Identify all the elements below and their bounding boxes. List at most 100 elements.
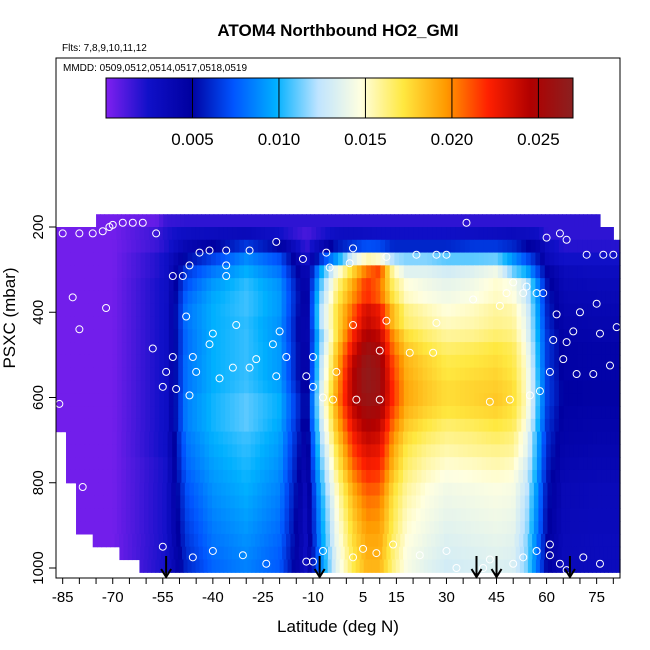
heatmap-cell — [227, 559, 233, 573]
heatmap-cell — [544, 342, 551, 356]
observation-point — [322, 248, 331, 257]
heatmap-cell — [413, 354, 419, 369]
heatmap-cell — [70, 342, 76, 356]
heatmap-cell — [430, 431, 436, 445]
heatmap-cell — [173, 278, 179, 292]
heatmap-cell — [333, 265, 339, 279]
heatmap-cell — [582, 329, 588, 343]
heatmap-cell — [232, 227, 238, 241]
heatmap-cell — [206, 303, 212, 318]
heatmap-cell — [107, 393, 113, 407]
heatmap-cell — [327, 214, 332, 228]
observation-point — [522, 282, 531, 291]
heatmap-cell — [582, 367, 588, 382]
heatmap-cell — [587, 239, 593, 254]
heatmap-cell — [419, 559, 425, 573]
heatmap-cell — [577, 252, 583, 266]
heatmap-cell — [298, 508, 304, 522]
heatmap-cell — [178, 265, 184, 279]
heatmap-cell — [562, 227, 568, 241]
heatmap-cell — [201, 316, 207, 330]
heatmap-cell — [239, 521, 245, 535]
heatmap-cell — [403, 444, 409, 458]
heatmap-cell — [157, 482, 163, 497]
heatmap-cell — [544, 329, 551, 343]
heatmap-cell — [255, 469, 261, 484]
heatmap-cell — [530, 393, 536, 407]
heatmap-cell — [356, 469, 363, 484]
observation-point — [412, 250, 421, 259]
heatmap-cell — [516, 239, 522, 254]
heatmap-cell — [248, 495, 254, 509]
heatmap-cell — [446, 406, 452, 420]
heatmap-cell — [171, 508, 177, 522]
heatmap-cell — [107, 278, 113, 292]
heatmap-cell — [215, 354, 222, 369]
observation-point — [382, 316, 391, 325]
heatmap-cell — [56, 290, 62, 305]
heatmap-cell — [546, 457, 552, 471]
heatmap-cell — [403, 252, 410, 266]
heatmap-cell — [204, 469, 210, 484]
observation-point — [502, 289, 511, 298]
heatmap-cell — [549, 329, 555, 343]
heatmap-cell — [503, 214, 509, 228]
heatmap-cell — [356, 457, 363, 471]
heatmap-cell — [60, 316, 66, 330]
observation-point — [118, 218, 127, 227]
heatmap-cell — [116, 508, 122, 522]
heatmap-cell — [457, 546, 463, 561]
heatmap-cell — [583, 482, 589, 497]
heatmap-cell — [361, 329, 367, 343]
heatmap-cell — [150, 342, 156, 356]
heatmap-cell — [295, 418, 301, 433]
heatmap-cell — [493, 393, 499, 407]
heatmap-cell — [456, 495, 462, 509]
heatmap-cell — [546, 444, 552, 458]
heatmap-cell — [611, 559, 617, 573]
heatmap-cell — [411, 508, 417, 522]
heatmap-cell — [126, 457, 132, 471]
heatmap-cell — [248, 303, 254, 318]
heatmap-cell — [334, 482, 340, 497]
heatmap-cell — [516, 342, 522, 356]
heatmap-cell — [291, 418, 297, 433]
heatmap-cell — [483, 316, 489, 330]
heatmap-cell — [239, 559, 245, 573]
heatmap-cell — [74, 303, 81, 318]
heatmap-cell — [324, 444, 330, 458]
heatmap-cell — [353, 227, 359, 241]
heatmap-cell — [436, 380, 442, 394]
heatmap-cell — [436, 393, 442, 407]
heatmap-cell — [114, 533, 120, 548]
heatmap-cell — [181, 546, 187, 561]
heatmap-cell — [112, 367, 118, 382]
heatmap-cell — [305, 329, 311, 343]
heatmap-cell — [269, 457, 275, 471]
heatmap-cell — [273, 457, 279, 471]
heatmap-cell — [592, 444, 598, 458]
heatmap-cell — [441, 278, 447, 292]
heatmap-cell — [455, 367, 461, 382]
heatmap-cell — [154, 278, 160, 292]
heatmap-cell — [250, 469, 256, 484]
heatmap-cell — [70, 469, 76, 484]
heatmap-cell — [479, 342, 485, 356]
heatmap-cell — [310, 469, 316, 484]
heatmap-cell — [422, 406, 428, 420]
heatmap-cell — [601, 469, 607, 484]
heatmap-cell — [98, 239, 104, 254]
heatmap-cell — [301, 444, 307, 458]
heatmap-cell — [380, 278, 386, 292]
heatmap-cell — [135, 380, 142, 394]
heatmap-cell — [197, 380, 203, 394]
heatmap-cell — [287, 444, 293, 458]
heatmap-cell — [403, 342, 410, 356]
heatmap-cell — [431, 559, 437, 573]
heatmap-cell — [202, 546, 208, 561]
heatmap-cell — [435, 469, 441, 484]
heatmap-cell — [164, 316, 170, 330]
heatmap-cell — [605, 342, 612, 356]
heatmap-cell — [436, 367, 442, 382]
heatmap-cell — [488, 367, 494, 382]
